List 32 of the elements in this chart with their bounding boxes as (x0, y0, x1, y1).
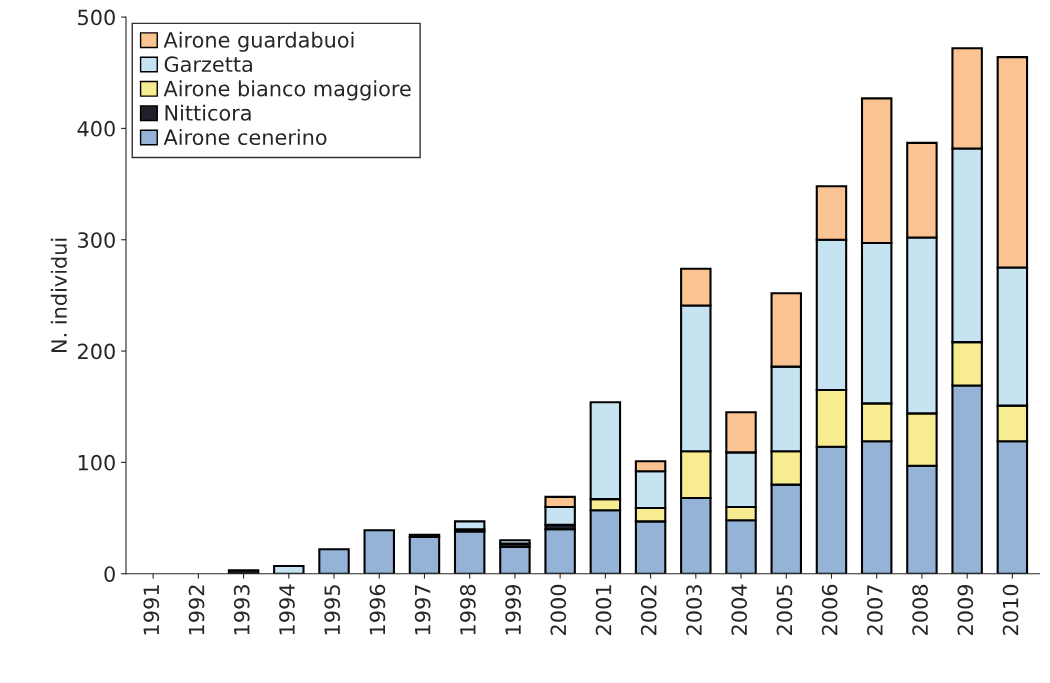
legend-label: Airone bianco maggiore (163, 80, 411, 101)
legend-label: Airone cenerino (163, 128, 327, 146)
x-tick-label: 2002 (640, 585, 657, 635)
y-tick-label: 500 (78, 9, 115, 26)
x-tick-label: 1992 (188, 585, 205, 635)
x-tick-label: 2009 (957, 584, 974, 635)
x-tick-label: 2001 (595, 585, 612, 635)
x-tick-label: 1995 (324, 585, 341, 635)
x-tick-label: 1994 (279, 584, 295, 635)
x-tick-label: 2003 (686, 585, 702, 635)
y-tick-label: 300 (78, 232, 115, 248)
legend-label: Airone guardabuoi (163, 31, 354, 52)
x-tick-label: 2000 (550, 584, 567, 635)
x-tick-label: 2008 (912, 584, 928, 635)
x-tick-label: 1991 (143, 585, 160, 635)
y-tick-label: 200 (78, 343, 115, 360)
x-tick-label: 1998 (459, 584, 476, 635)
x-tick-label: 1993 (233, 585, 250, 635)
x-tick-label: 2005 (776, 585, 793, 635)
y-tick-label: 400 (77, 120, 115, 137)
x-tick-label: 1996 (369, 584, 386, 635)
legend-label: Garzetta (164, 56, 252, 73)
y-tick-label: 0 (104, 566, 115, 582)
x-tick-label: 2010 (1002, 584, 1019, 635)
x-tick-label: 2004 (731, 584, 748, 635)
legend-label: Nitticora (165, 104, 251, 121)
x-tick-label: 1997 (414, 585, 431, 635)
y-tick-label: 100 (78, 454, 115, 471)
y-axis-title: N. individui (50, 238, 67, 352)
x-tick-label: 2006 (821, 584, 838, 635)
x-tick-label: 2007 (866, 585, 883, 635)
x-tick-label: 1999 (505, 584, 521, 635)
